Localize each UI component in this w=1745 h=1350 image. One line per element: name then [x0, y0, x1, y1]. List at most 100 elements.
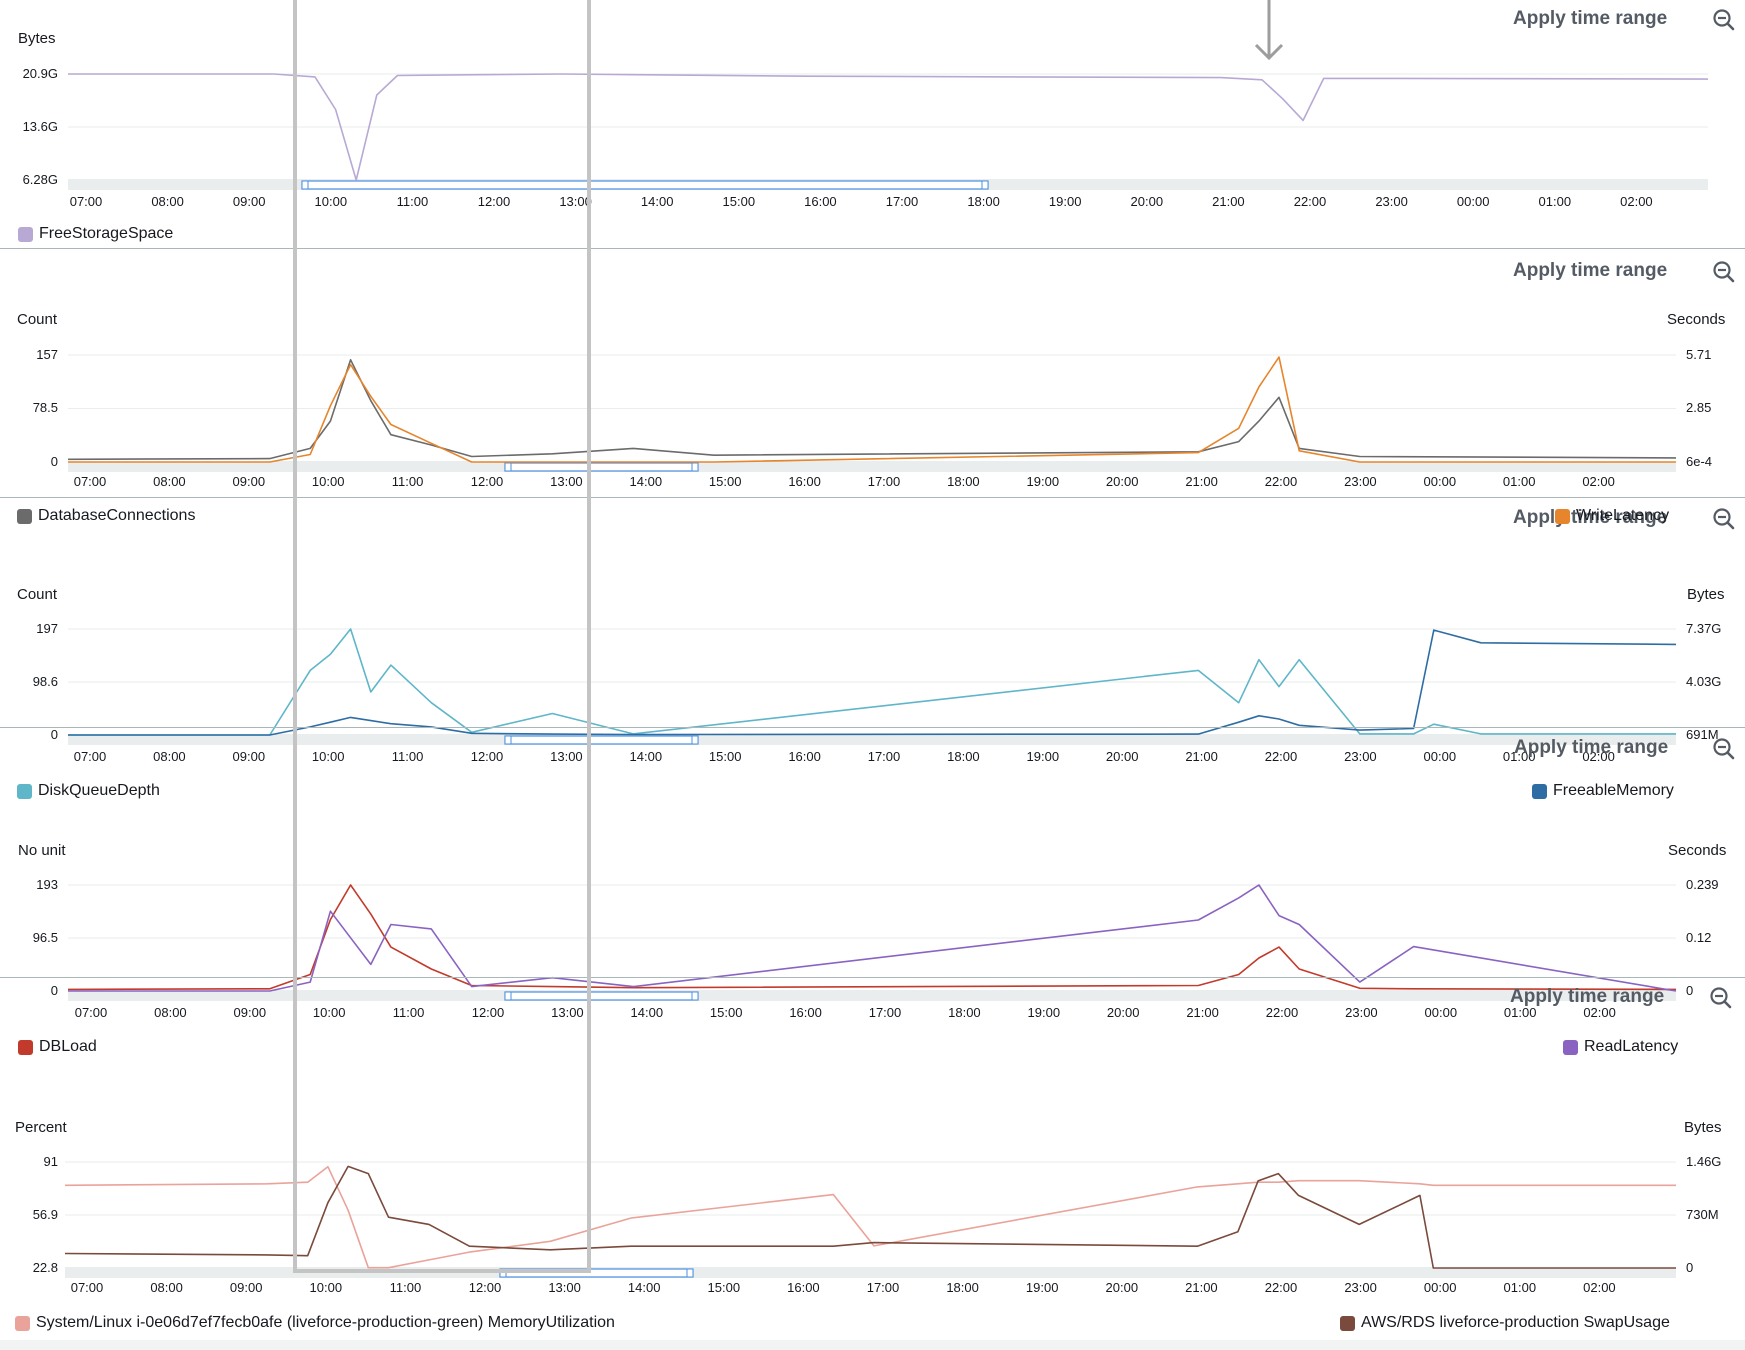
x-tick-label: 10:00 — [312, 749, 345, 764]
brush-selection[interactable] — [301, 180, 989, 190]
legend-swatch — [1532, 783, 1547, 799]
x-tick-label: 23:00 — [1344, 1280, 1377, 1295]
y2-tick-label: 0 — [1686, 1260, 1693, 1275]
chart-svg: 20.9G 13.6G 6.28G 07:00 08:00 09:00 10:00 11:00… — [23, 66, 1709, 209]
legend-label: DBLoad — [39, 1038, 97, 1055]
brush-handle[interactable] — [691, 991, 699, 1001]
x-tick-label: 02:00 — [1583, 1280, 1616, 1295]
x-tick-label: 09:00 — [234, 1005, 267, 1020]
x-tick-label: 01:00 — [1503, 474, 1536, 489]
x-tick-label: 01:00 — [1504, 1280, 1537, 1295]
series-line — [67, 359, 1677, 461]
x-tick-label: 21:00 — [1212, 194, 1245, 209]
legend-memory-utilization[interactable]: System/Linux i-0e06d7ef7fecb0afe (livefo… — [15, 1314, 615, 1332]
x-tick-label: 14:00 — [630, 474, 663, 489]
apply-time-range-button[interactable]: Apply time range — [1513, 260, 1668, 281]
series-line — [64, 1165, 1676, 1269]
x-tick-label: 00:00 — [1457, 194, 1490, 209]
legend-swatch — [1340, 1315, 1355, 1331]
x-tick-label: 09:00 — [230, 1280, 263, 1295]
x-tick-label: 18:00 — [947, 749, 980, 764]
arrow-down-icon — [1254, 0, 1284, 61]
x-tick-label: 23:00 — [1345, 1005, 1378, 1020]
brush-selection[interactable] — [499, 1268, 694, 1278]
apply-time-range-button[interactable]: Apply time range — [1513, 507, 1668, 528]
x-tick-label: 18:00 — [947, 474, 980, 489]
x-tick-label: 19:00 — [1026, 1280, 1059, 1295]
legend-freeable-memory[interactable]: FreeableMemory — [1532, 782, 1674, 800]
brush-handle[interactable] — [686, 1268, 694, 1278]
x-tick-label: 01:00 — [1504, 1005, 1537, 1020]
x-tick-label: 12:00 — [469, 1280, 502, 1295]
x-tick-label: 17:00 — [869, 1005, 902, 1020]
legend-database-connections[interactable]: DatabaseConnections — [17, 507, 195, 525]
legend-swatch — [1563, 1039, 1578, 1055]
x-tick-label: 20:00 — [1106, 1280, 1139, 1295]
left-unit-label: Bytes — [18, 30, 56, 47]
brush-handle[interactable] — [504, 735, 512, 745]
legend-read-latency[interactable]: ReadLatency — [1563, 1038, 1678, 1056]
legend-label: ReadLatency — [1584, 1038, 1679, 1055]
series-line — [68, 356, 1676, 463]
brush-handle[interactable] — [691, 735, 699, 745]
x-tick-label: 09:00 — [233, 474, 266, 489]
memory-utilization-panel: 91 56.9 22.8 1.46G 730M 0 07:00 08:00 09:00 10:00… — [0, 979, 1745, 1295]
x-tick-label: 12:00 — [471, 474, 504, 489]
y-tick-label: 56.9 — [33, 1207, 58, 1222]
zoom-out-icon[interactable] — [1712, 8, 1736, 32]
zoom-out-icon[interactable] — [1712, 507, 1736, 531]
y-tick-label: 22.8 — [33, 1260, 58, 1275]
legend-swatch — [17, 508, 32, 524]
y-tick-label: 197 — [36, 621, 58, 636]
legend-label: AWS/RDS liveforce-production SwapUsage — [1361, 1314, 1670, 1331]
database-connections-panel: 157 78.5 0 5.71 2.85 6e-4 07:00 08:00 09:00 10:00… — [0, 250, 1745, 497]
x-tick-label: 02:00 — [1620, 194, 1653, 209]
apply-time-range-button[interactable]: Apply time range — [1514, 737, 1669, 758]
x-tick-label: 11:00 — [393, 1005, 425, 1020]
x-tick-label: 11:00 — [392, 474, 424, 489]
brush-handle[interactable] — [301, 180, 309, 190]
zoom-out-icon[interactable] — [1712, 260, 1736, 284]
legend-db-load[interactable]: DBLoad — [18, 1038, 97, 1056]
brush-handle[interactable] — [504, 991, 512, 1001]
x-tick-label: 09:00 — [233, 749, 266, 764]
legend-free-storage-space[interactable]: FreeStorageSpace — [18, 225, 173, 243]
brush-handle[interactable] — [981, 180, 989, 190]
brush-handle[interactable] — [504, 462, 512, 472]
legend-label: FreeableMemory — [1553, 782, 1674, 799]
panel-divider — [0, 248, 1745, 249]
chart-svg: 193 96.5 0 0.239 0.12 0 07:00 08:00 09:00 10:00 11… — [33, 877, 1719, 1020]
series-line — [68, 629, 1677, 736]
x-tick-label: 15:00 — [709, 749, 742, 764]
brush-track — [68, 735, 1676, 745]
y-tick-label: 98.6 — [33, 674, 58, 689]
x-tick-label: 11:00 — [397, 194, 429, 209]
x-tick-label: 07:00 — [70, 194, 103, 209]
legend-swatch — [15, 1315, 30, 1331]
x-tick-label: 21:00 — [1185, 1280, 1218, 1295]
y2-tick-label: 0.239 — [1686, 877, 1719, 892]
legend-disk-queue-depth[interactable]: DiskQueueDepth — [17, 782, 160, 800]
zoom-out-icon[interactable] — [1709, 986, 1733, 1010]
brush-handle[interactable] — [691, 462, 699, 472]
right-unit-label: Seconds — [1668, 842, 1727, 859]
x-tick-label: 08:00 — [151, 194, 184, 209]
brush-handle[interactable] — [499, 1268, 507, 1278]
x-tick-label: 00:00 — [1425, 1005, 1458, 1020]
x-tick-label: 22:00 — [1294, 194, 1327, 209]
x-tick-label: 00:00 — [1424, 1280, 1457, 1295]
apply-time-range-button[interactable]: Apply time range — [1513, 8, 1668, 29]
x-tick-label: 09:00 — [233, 194, 266, 209]
x-tick-label: 16:00 — [789, 1005, 822, 1020]
chart-svg: 91 56.9 22.8 1.46G 730M 0 07:00 08:00 09:00 10:00… — [33, 1154, 1722, 1295]
y2-tick-label: 2.85 — [1686, 400, 1711, 415]
legend-swap-usage[interactable]: AWS/RDS liveforce-production SwapUsage — [1340, 1314, 1670, 1332]
zoom-out-icon[interactable] — [1712, 737, 1736, 761]
brush-selection[interactable] — [504, 462, 699, 472]
y2-tick-label: 4.03G — [1686, 674, 1721, 689]
legend-write-latency[interactable]: WriteLatency — [1555, 507, 1669, 525]
legend-swatch — [17, 783, 32, 799]
x-tick-label: 23:00 — [1344, 749, 1377, 764]
apply-time-range-button[interactable]: Apply time range — [1510, 986, 1665, 1007]
x-tick-label: 14:00 — [631, 1005, 664, 1020]
